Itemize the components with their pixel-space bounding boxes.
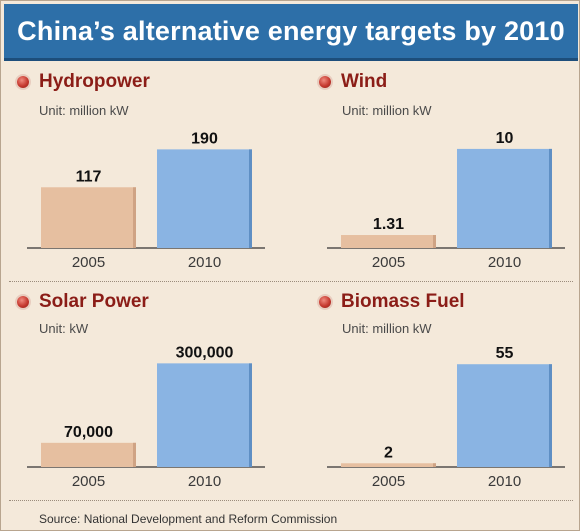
panel-title-wind: Wind: [319, 71, 387, 93]
bar-2010: [457, 148, 552, 248]
title-bar: China’s alternative energy targets by 20…: [4, 4, 578, 61]
bar-2010: [457, 364, 552, 467]
bar-shade-2010: [549, 364, 552, 467]
value-label-2005: 2: [384, 444, 393, 461]
bullet-icon: [319, 296, 331, 308]
tick-label-2005: 2005: [372, 254, 405, 271]
bar-2005: [341, 463, 436, 467]
bar-2010: [157, 363, 252, 467]
value-label-2005: 1.31: [373, 216, 404, 233]
tick-label-2005: 2005: [372, 473, 405, 490]
solar-power-bar-chart: 70,000 2005 300,000 2010: [27, 344, 265, 490]
wind-bar-chart: 1.31 2005 10 2010: [327, 130, 565, 271]
unit-label-solar-power: Unit: kW: [39, 321, 89, 336]
bullet-icon: [17, 296, 29, 308]
value-label-2010: 190: [191, 130, 218, 147]
unit-label-wind: Unit: million kW: [342, 103, 432, 118]
bar-2005: [41, 442, 136, 467]
tick-label-2010: 2010: [188, 473, 221, 490]
row-divider: [9, 281, 573, 282]
bar-2005: [341, 235, 436, 248]
bar-shade-2010: [249, 363, 252, 467]
tick-label-2005: 2005: [72, 473, 105, 490]
tick-label-2010: 2010: [488, 473, 521, 490]
bar-2005: [41, 187, 136, 248]
value-label-2010: 10: [496, 130, 514, 147]
panel-title-solar-power: Solar Power: [17, 291, 149, 313]
source-note: Source: National Development and Reform …: [39, 512, 338, 526]
bullet-icon: [319, 76, 331, 88]
hydropower-bar-chart: 117 2005 190 2010: [27, 130, 265, 271]
panel-title-biomass-fuel: Biomass Fuel: [319, 291, 465, 313]
bar-2010: [157, 149, 252, 248]
biomass-fuel-bar-chart: 2 2005 55 2010: [327, 345, 565, 490]
tick-label-2010: 2010: [188, 254, 221, 271]
panel-title-hydropower: Hydropower: [17, 71, 150, 93]
bar-shade-2005: [433, 235, 436, 248]
bar-shade-2010: [249, 149, 252, 248]
unit-label-biomass-fuel: Unit: million kW: [342, 321, 432, 336]
infographic-title: China’s alternative energy targets by 20…: [17, 15, 565, 46]
bar-shade-2005: [433, 463, 436, 467]
value-label-2005: 70,000: [64, 424, 113, 441]
source-divider: [9, 500, 573, 501]
bar-shade-2005: [133, 442, 136, 467]
bullet-icon: [17, 76, 29, 88]
value-label-2005: 117: [76, 168, 102, 185]
unit-label-hydropower: Unit: million kW: [39, 103, 129, 118]
tick-label-2005: 2005: [72, 254, 105, 271]
value-label-2010: 55: [496, 345, 514, 362]
bar-shade-2005: [133, 187, 136, 248]
bar-shade-2010: [549, 148, 552, 248]
tick-label-2010: 2010: [488, 254, 521, 271]
value-label-2010: 300,000: [176, 344, 234, 361]
